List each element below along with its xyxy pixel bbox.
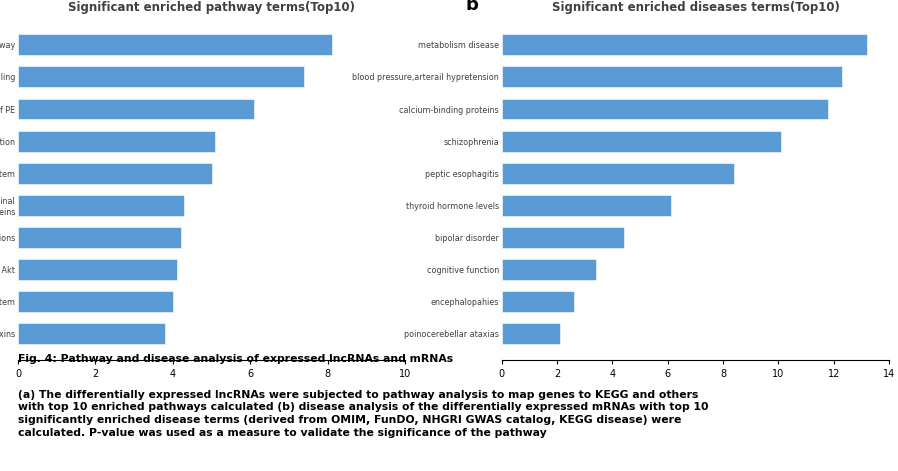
Text: Fig. 4: Pathway and disease analysis of expressed lncRNAs and mRNAs: Fig. 4: Pathway and disease analysis of … [18,355,453,365]
Bar [18,324,165,344]
Bar [502,66,842,87]
Bar [18,34,331,55]
Text: b: b [466,0,479,14]
Bar [18,291,172,312]
Bar [18,98,254,120]
Text: (a) The differentially expressed lncRNAs were subjected to pathway analysis to m: (a) The differentially expressed lncRNAs… [18,390,709,438]
Bar [502,163,735,184]
Bar [18,66,304,87]
Bar [502,34,867,55]
Title: Significant enriched diseases terms(Top10): Significant enriched diseases terms(Top1… [551,0,840,14]
Bar [18,130,216,152]
Bar [18,163,212,184]
Bar [502,259,596,280]
Bar [502,291,574,312]
Bar [18,195,184,216]
Bar [502,227,623,248]
Bar [502,130,781,152]
Bar [502,324,560,344]
Title: Significant enriched pathway terms(Top10): Significant enriched pathway terms(Top10… [68,0,355,14]
Bar [502,195,671,216]
Bar [18,259,177,280]
Bar [502,98,828,120]
Bar [18,227,180,248]
